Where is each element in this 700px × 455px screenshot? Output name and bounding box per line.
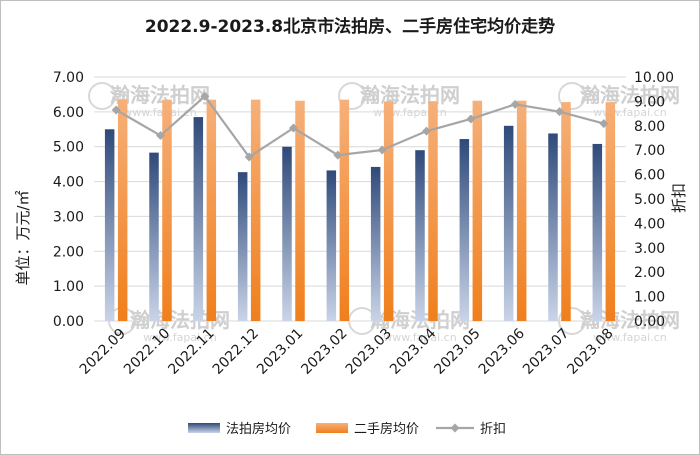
legend-swatch-auction [188,423,220,433]
x-tick-label: 2022.09 [77,326,129,378]
watermark-logo [88,82,116,110]
y-axis-label: 单位：万元/㎡ [14,190,32,285]
left-axis-ticks: 0.00 1.00 2.00 3.00 4.00 5.00 6.00 7.00 [53,70,84,330]
bar-secondhand-price [383,101,394,322]
bar-secondhand-price [117,99,128,322]
x-tick-label: 2023.02 [298,326,350,378]
y2-tick-label: 2.00 [634,265,665,281]
watermark-logo [338,82,366,110]
watermark-url: www.fapai.cn [593,331,666,344]
bar-auction-price [149,152,159,321]
y2-tick-label: 1.00 [634,290,665,306]
discount-point [200,91,210,101]
legend-label-discount: 折扣 [480,422,506,437]
discount-point [510,99,520,109]
legend-marker-discount [450,423,460,433]
watermark-logo [558,82,586,110]
bar-secondhand-price [162,99,172,322]
chart-title: 2022.9-2023.8北京市法拍房、二手房住宅均价走势 [145,16,555,37]
discount-point [156,131,165,141]
y2-tick-label: 3.00 [634,241,665,257]
watermark-name: 瀚海法拍网 [360,83,460,107]
discount-point [333,150,343,160]
bar-secondhand-price [339,99,350,322]
bar-auction-price [548,133,558,321]
legend: 法拍房均价 二手房均价 折扣 [188,421,506,437]
discount-point [599,119,609,129]
bar-auction-price [193,117,204,321]
bar-secondhand-price [250,99,261,322]
discount-point [111,105,121,115]
bar-secondhand-price [561,102,571,322]
y-tick-label: 7.00 [53,70,84,86]
discount-point [377,145,387,155]
x-tick-label: 2023.07 [520,326,572,378]
y2-tick-label: 0.00 [634,314,665,330]
bar-auction-price [104,129,115,321]
x-axis-ticks: 2022.092022.102022.112022.122023.012023.… [77,325,617,377]
bar-secondhand-price [605,102,616,322]
y-tick-label: 3.00 [53,209,84,225]
y2-axis-label: 折扣 [670,183,688,213]
gridlines [94,76,626,322]
bar-secondhand-price [206,99,217,322]
bar-auction-price [370,166,381,321]
y-tick-label: 5.00 [53,140,84,156]
bar-secondhand-price [516,100,527,322]
y2-tick-label: 9.00 [634,94,665,110]
bar-auction-price [415,150,425,321]
x-tick-label: 2022.12 [210,326,262,378]
y2-tick-label: 6.00 [634,168,665,184]
right-axis-ticks: 0.00 1.00 2.00 3.00 4.00 5.00 6.00 7.00 8.00 9.00… [634,70,674,330]
y2-tick-label: 10.00 [634,70,674,86]
discount-point [422,126,431,136]
x-tick-label: 2023.06 [476,325,528,377]
legend-label-secondhand: 二手房均价 [354,421,419,437]
bars [104,99,616,322]
watermark-name: 瀚海法拍网 [580,83,680,107]
y-tick-label: 4.00 [53,175,84,191]
discount-point [289,123,298,133]
legend-label-auction: 法拍房均价 [226,421,291,437]
bar-auction-price [592,143,603,321]
y-tick-label: 1.00 [53,279,84,295]
watermark-url: www.fapai.cn [143,331,216,344]
x-tick-label: 2023.03 [343,326,395,378]
bar-secondhand-price [295,100,305,322]
bar-secondhand-price [472,100,483,322]
discount-line [111,91,609,162]
bar-auction-price [237,172,248,321]
y-tick-label: 6.00 [53,105,84,121]
x-tick-label: 2023.01 [254,326,306,378]
y-tick-label: 2.00 [53,244,84,260]
watermark-url: www.fapai.cn [123,106,196,119]
bar-secondhand-price [428,101,438,322]
discount-point [466,114,476,124]
discount-point [555,107,564,117]
discount-line-path [115,94,605,159]
y2-tick-label: 5.00 [634,192,665,208]
bar-auction-price [503,125,514,321]
y2-tick-label: 8.00 [634,119,665,135]
y2-tick-label: 4.00 [634,216,665,232]
bar-auction-price [459,139,470,321]
bar-auction-price [326,170,337,321]
watermark-url: www.fapai.cn [383,331,456,344]
y-tick-label: 0.00 [53,314,84,330]
legend-swatch-secondhand [316,423,348,433]
discount-point [244,152,254,162]
bar-auction-price [282,146,292,321]
y2-tick-label: 7.00 [634,143,665,159]
